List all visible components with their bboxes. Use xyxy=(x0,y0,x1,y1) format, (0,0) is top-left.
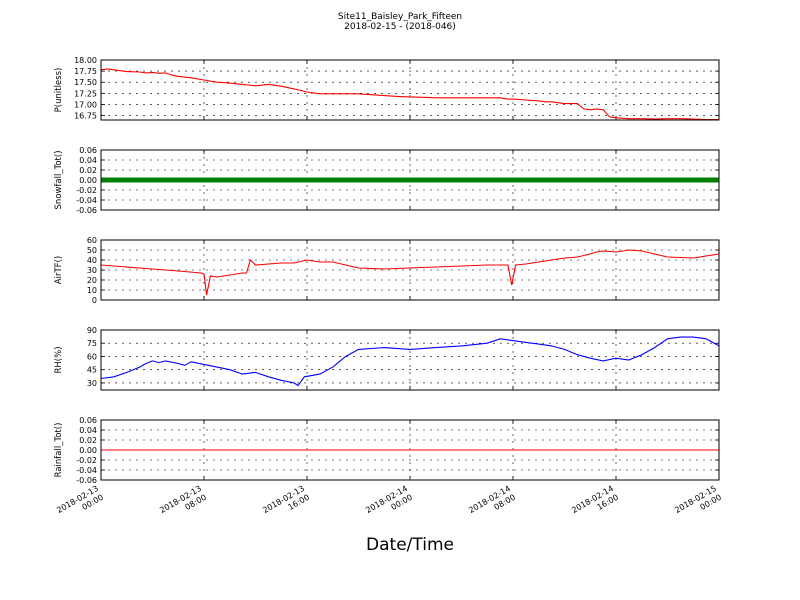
x-tick-labels: 2018-02-1300:00 2018-02-1308:00 2018-02-13… xyxy=(55,484,723,524)
y-axis-label: Rainfall_Tot() xyxy=(54,423,64,478)
panels-group: 16.75 17.00 17.25 17.50 17.75 18.00 P(unitless… xyxy=(54,56,720,485)
y-tick-label: 60 xyxy=(87,352,97,361)
panel-frame xyxy=(100,149,720,211)
y-tick-label: 0.00 xyxy=(79,176,97,185)
panel-frame xyxy=(100,329,720,391)
x-tick-label: 2018-02-1408:00 xyxy=(467,484,517,524)
y-tick-label: 60 xyxy=(87,236,97,245)
y-tick-label: 0.02 xyxy=(79,166,97,175)
y-tick-label: 0.04 xyxy=(79,156,97,165)
chart-title: Site11_Baisley_Park_Fifteen xyxy=(338,12,462,22)
y-axis-label: Snowfall_Tot() xyxy=(54,150,64,209)
y-tick-label: 0.06 xyxy=(79,416,97,425)
chart-subtitle: 2018-02-15 - (2018-046) xyxy=(344,22,456,32)
y-tick-label: -0.02 xyxy=(76,456,97,465)
y-tick-label: 30 xyxy=(87,266,97,275)
panel-0: 16.75 17.00 17.25 17.50 17.75 18.00 P(unitless… xyxy=(54,56,720,121)
y-axis-label: RH(%) xyxy=(54,346,64,373)
panel-3: 30 45 60 75 90 RH(%) xyxy=(54,326,720,391)
y-axis-label: P(unitless) xyxy=(54,68,64,113)
x-tick-label: 2018-02-1400:00 xyxy=(364,484,414,524)
series-line-0 xyxy=(100,336,720,387)
y-tick-label: 50 xyxy=(87,246,97,255)
y-tick-label: 0 xyxy=(92,296,97,305)
y-tick-label: 16.75 xyxy=(74,112,97,121)
y-tick-label: 40 xyxy=(87,256,97,265)
series-line-0 xyxy=(100,249,720,296)
y-tick-label: 18.00 xyxy=(74,56,97,65)
y-tick-label: 0.04 xyxy=(79,426,97,435)
y-tick-label: 17.25 xyxy=(74,89,97,98)
y-tick-label: -0.04 xyxy=(76,196,97,205)
panel-1: -0.06-0.04-0.020.000.020.040.06 Snowfall_… xyxy=(54,146,720,215)
y-tick-label: -0.04 xyxy=(76,466,97,475)
x-tick-label: 2018-02-1416:00 xyxy=(570,484,620,524)
y-tick-label: 0.06 xyxy=(79,146,97,155)
x-tick-label: 2018-02-1316:00 xyxy=(261,484,311,524)
y-axis-label: AirTF() xyxy=(54,256,64,284)
panel-frame xyxy=(100,59,720,121)
x-tick-label: 2018-02-1300:00 xyxy=(55,484,105,524)
panel-frame xyxy=(100,419,720,481)
y-tick-label: 30 xyxy=(87,379,97,388)
y-tick-label: -0.06 xyxy=(76,476,97,485)
y-tick-label: 0.02 xyxy=(79,436,97,445)
panel-4: -0.06-0.04-0.020.000.020.040.06 Rainfall_… xyxy=(54,416,720,485)
x-tick-label: 2018-02-1308:00 xyxy=(158,484,208,524)
y-tick-label: 17.50 xyxy=(74,78,97,87)
panel-frame xyxy=(100,239,720,301)
x-tick-label: 2018-02-1500:00 xyxy=(673,484,723,524)
y-tick-label: 20 xyxy=(87,276,97,285)
y-tick-label: 10 xyxy=(87,286,97,295)
y-tick-label: -0.06 xyxy=(76,206,97,215)
y-tick-label: 90 xyxy=(87,326,97,335)
y-tick-label: 17.75 xyxy=(74,67,97,76)
y-tick-label: 17.00 xyxy=(74,100,97,109)
series-line-0 xyxy=(100,68,719,121)
y-tick-label: 75 xyxy=(87,339,97,348)
x-axis-label: Date/Time xyxy=(366,535,454,555)
y-tick-label: 0.00 xyxy=(79,446,97,455)
y-tick-label: -0.02 xyxy=(76,186,97,195)
y-tick-label: 45 xyxy=(87,366,97,375)
